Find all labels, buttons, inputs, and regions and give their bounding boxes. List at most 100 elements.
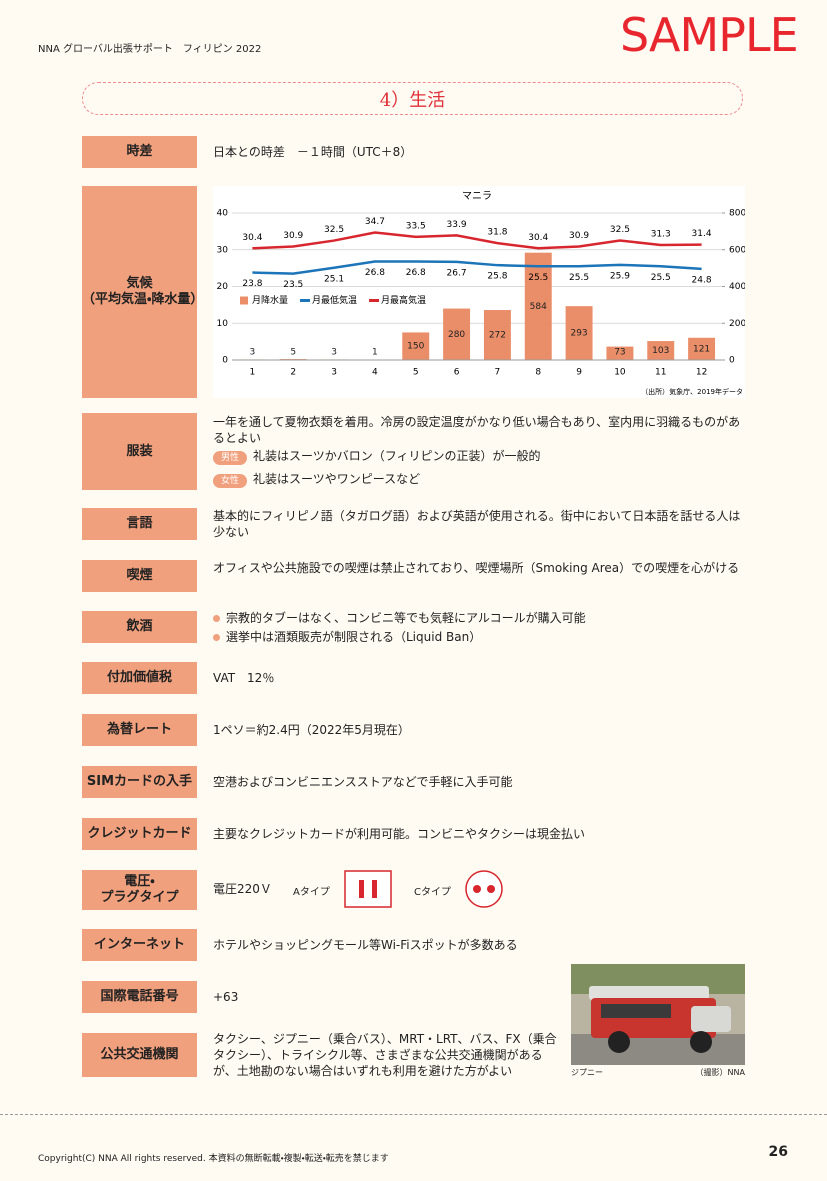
bar xyxy=(647,341,675,360)
x-tick-label: 1 xyxy=(250,368,256,378)
row-label: 気候 （平均気温・降水量） xyxy=(82,186,203,398)
legend-label: 月降水量 xyxy=(252,294,288,306)
row-label: 国際電話番号 xyxy=(82,981,197,1013)
photo-credit: （撮影）NNA xyxy=(695,1068,745,1077)
y2-tick-label: 800 xyxy=(729,209,745,219)
bar-value-label: 293 xyxy=(570,329,587,339)
line xyxy=(252,260,702,275)
line-value-label: 33.5 xyxy=(406,221,426,231)
line-value-label: 26.8 xyxy=(406,268,426,278)
y-tick-label: 30 xyxy=(217,245,229,255)
y-tick-label: 40 xyxy=(217,209,229,219)
line-value-label: 25.5 xyxy=(569,273,589,283)
bar xyxy=(524,252,552,360)
item: 男性 礼装はスーツかバロン（フィリピンの正装）が一般的 xyxy=(213,448,745,465)
y2-tick-label: 200 xyxy=(729,319,745,329)
x-tick-label: 7 xyxy=(495,368,501,378)
bullet: 選挙中は酒類販売が制限される（Liquid Ban） xyxy=(213,628,745,647)
row-text: 一年を通して夏物衣類を着用。冷房の設定温度がかなり低い場合もあり、室内用に羽織る… xyxy=(213,415,741,445)
row-text: タクシー、ジプニー（乗合バス）、MRT・LRT、バス、FX（乗合タクシー）、トラ… xyxy=(213,1032,557,1078)
bar xyxy=(402,332,430,360)
tag: 女性 xyxy=(213,474,248,488)
row-label: 付加価値税 xyxy=(82,662,197,694)
row-content: 一年を通して夏物衣類を着用。冷房の設定温度がかなり低い場合もあり、室内用に羽織る… xyxy=(213,414,745,488)
row-label: SIMカードの入手 xyxy=(82,766,197,798)
chart-title: マニラ xyxy=(462,190,492,202)
bar-value-label: 584 xyxy=(530,302,547,312)
y2-tick-label: 0 xyxy=(729,356,735,366)
x-tick-label: 4 xyxy=(372,368,378,378)
row-text: 主要なクレジットカードが利用可能。コンビニやタクシーは現金払い xyxy=(213,827,586,841)
line-value-label: 30.4 xyxy=(528,233,548,243)
row-label: 服装 xyxy=(82,413,197,490)
row-text: VAT 12％ xyxy=(213,671,275,685)
x-tick-label: 11 xyxy=(655,368,666,378)
page-number: 26 xyxy=(768,1144,788,1160)
line-value-label: 25.8 xyxy=(487,272,507,282)
line-value-label: 31.4 xyxy=(692,229,712,239)
tag: 男性 xyxy=(213,451,248,465)
legend-swatch xyxy=(240,296,248,305)
row-label: 喫煙 xyxy=(82,560,197,592)
x-tick-label: 10 xyxy=(614,368,626,378)
line-value-label: 26.7 xyxy=(447,268,467,278)
plug-a-icon xyxy=(344,870,392,908)
legend-label: 月最高気温 xyxy=(381,294,426,306)
x-tick-label: 12 xyxy=(696,368,707,378)
bar-value-label: 5 xyxy=(290,348,296,358)
line-value-label: 26.8 xyxy=(365,268,385,278)
row-text: 空港およびコンビニエンスストアなどで手軽に入手可能 xyxy=(213,775,513,789)
line-value-label: 23.8 xyxy=(242,279,262,289)
bar xyxy=(443,308,471,360)
bullet: 宗教的タブーはなく、コンビニ等でも気軽にアルコールが購入可能 xyxy=(213,609,745,628)
line-value-label: 23.5 xyxy=(283,280,303,290)
line-value-label: 25.9 xyxy=(610,271,630,281)
bar xyxy=(483,310,511,360)
line-value-label: 25.5 xyxy=(651,273,671,283)
line-value-label: 25.5 xyxy=(528,273,548,283)
row-content: 宗教的タブーはなく、コンビニ等でも気軽にアルコールが購入可能 選挙中は酒類販売が… xyxy=(213,609,745,647)
line-value-label: 31.8 xyxy=(487,228,507,238)
row-label: 言語 xyxy=(82,508,197,540)
x-tick-label: 5 xyxy=(413,368,419,378)
bar-value-label: 103 xyxy=(652,346,669,356)
y-tick-label: 0 xyxy=(222,356,228,366)
copyright: Copyright(C) NNA All rights reserved. 本資… xyxy=(38,1154,389,1164)
line xyxy=(252,231,702,250)
row-label: 飲酒 xyxy=(82,611,197,643)
bar-value-label: 280 xyxy=(448,330,465,340)
x-tick-label: 6 xyxy=(454,368,460,378)
item: 女性 礼装はスーツやワンピースなど xyxy=(213,471,745,488)
row-text: 基本的にフィリピノ語（タガログ語）および英語が使用される。街中において日本語を話… xyxy=(213,509,741,539)
line-value-label: 24.8 xyxy=(692,275,712,285)
sample-stamp: SAMPLE xyxy=(620,8,799,62)
x-tick-label: 8 xyxy=(535,368,541,378)
line-value-label: 33.9 xyxy=(447,220,467,230)
plug-label: Cタイプ xyxy=(414,887,451,898)
bar-value-label: 73 xyxy=(614,348,625,358)
y-tick-label: 10 xyxy=(217,319,229,329)
bar-value-label: 272 xyxy=(489,331,506,341)
bar-value-label: 1 xyxy=(372,348,378,358)
row-text: オフィスや公共施設での喫煙は禁止されており、喫煙場所（Smoking Area）… xyxy=(213,561,740,575)
row-text: ホテルやショッピングモール等Wi-Fiスポットが多数ある xyxy=(213,938,518,952)
x-tick-label: 2 xyxy=(290,368,296,378)
line-value-label: 32.5 xyxy=(610,225,630,235)
bar xyxy=(565,306,593,360)
chart-background xyxy=(213,186,745,398)
row-label: 公共交通機関 xyxy=(82,1033,197,1077)
row-label: 為替レート xyxy=(82,714,197,746)
line-value-label: 30.9 xyxy=(283,231,303,241)
line-value-label: 30.4 xyxy=(242,233,262,243)
x-tick-label: 3 xyxy=(331,368,337,378)
item-text: 礼装はスーツかバロン（フィリピンの正装）が一般的 xyxy=(253,449,541,463)
bar-value-label: 150 xyxy=(407,342,424,352)
label-main: 気候 xyxy=(126,276,153,291)
line-value-label: 31.3 xyxy=(651,229,671,239)
bar-value-label: 121 xyxy=(693,344,710,354)
plug-c-icon xyxy=(465,870,503,908)
line-value-label: 25.1 xyxy=(324,274,344,284)
section-title: 4）生活 xyxy=(82,82,743,115)
